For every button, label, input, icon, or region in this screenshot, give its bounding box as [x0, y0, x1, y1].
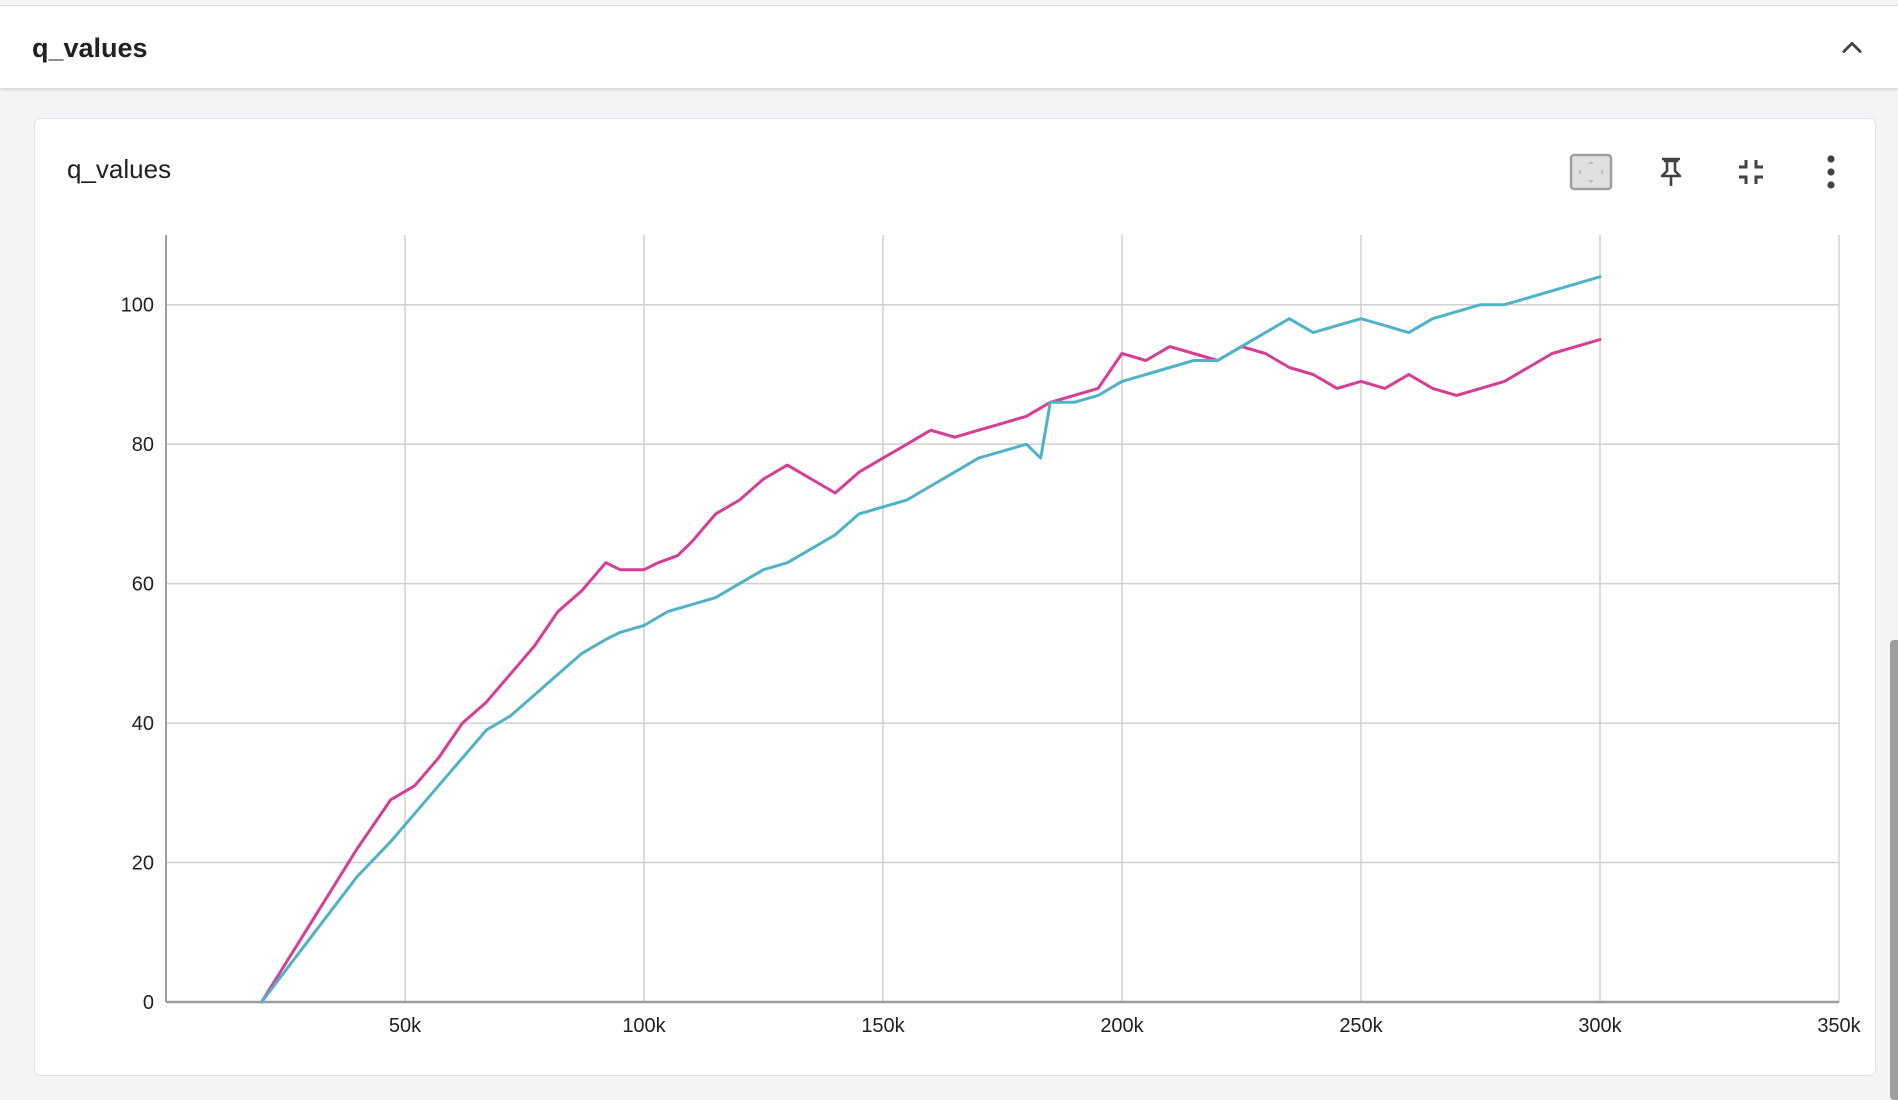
y-tick-label: 80: [132, 434, 154, 456]
top-divider: [0, 0, 1898, 6]
y-tick-label: 0: [143, 992, 154, 1014]
chart-card: q_values 50k 100k 150k 200k 250k 300k 350k 0 20 4…: [34, 118, 1876, 1076]
chevron-up-icon: [1842, 41, 1862, 53]
collapse-button[interactable]: [1832, 28, 1872, 68]
group-header: q_values: [0, 6, 1898, 88]
y-tick-label: 40: [132, 713, 154, 735]
card-title: q_values: [67, 154, 172, 184]
line-chart[interactable]: 50k 100k 150k 200k 250k 300k 350k 0 20 40 60 80 100: [35, 219, 1875, 1069]
x-tick-label: 200k: [1100, 1015, 1144, 1037]
x-tick-label: 250k: [1339, 1015, 1383, 1037]
y-tick-label: 20: [132, 853, 154, 875]
scrollbar[interactable]: [1890, 640, 1898, 1100]
fullscreen-exit-button[interactable]: [1725, 149, 1777, 195]
pin-button[interactable]: [1645, 149, 1697, 195]
x-tick-label: 300k: [1578, 1015, 1622, 1037]
x-tick-label: 100k: [622, 1015, 666, 1037]
y-tick-label: 60: [132, 574, 154, 596]
group-title: q_values: [32, 33, 148, 63]
x-tick-label: 150k: [861, 1015, 905, 1037]
x-tick-label: 50k: [389, 1015, 422, 1037]
pin-icon: [1660, 157, 1682, 186]
series-line-1: [260, 338, 1602, 1004]
x-tick-label: 350k: [1817, 1015, 1861, 1037]
more-vert-icon: [1827, 155, 1835, 189]
more-options-button[interactable]: [1805, 149, 1857, 195]
series-line-2: [260, 275, 1602, 1004]
y-tick-label: 100: [121, 295, 154, 317]
fit-domain-button[interactable]: [1565, 149, 1617, 195]
fit-domain-icon: [1569, 153, 1613, 191]
fullscreen-exit-icon: [1739, 160, 1763, 184]
